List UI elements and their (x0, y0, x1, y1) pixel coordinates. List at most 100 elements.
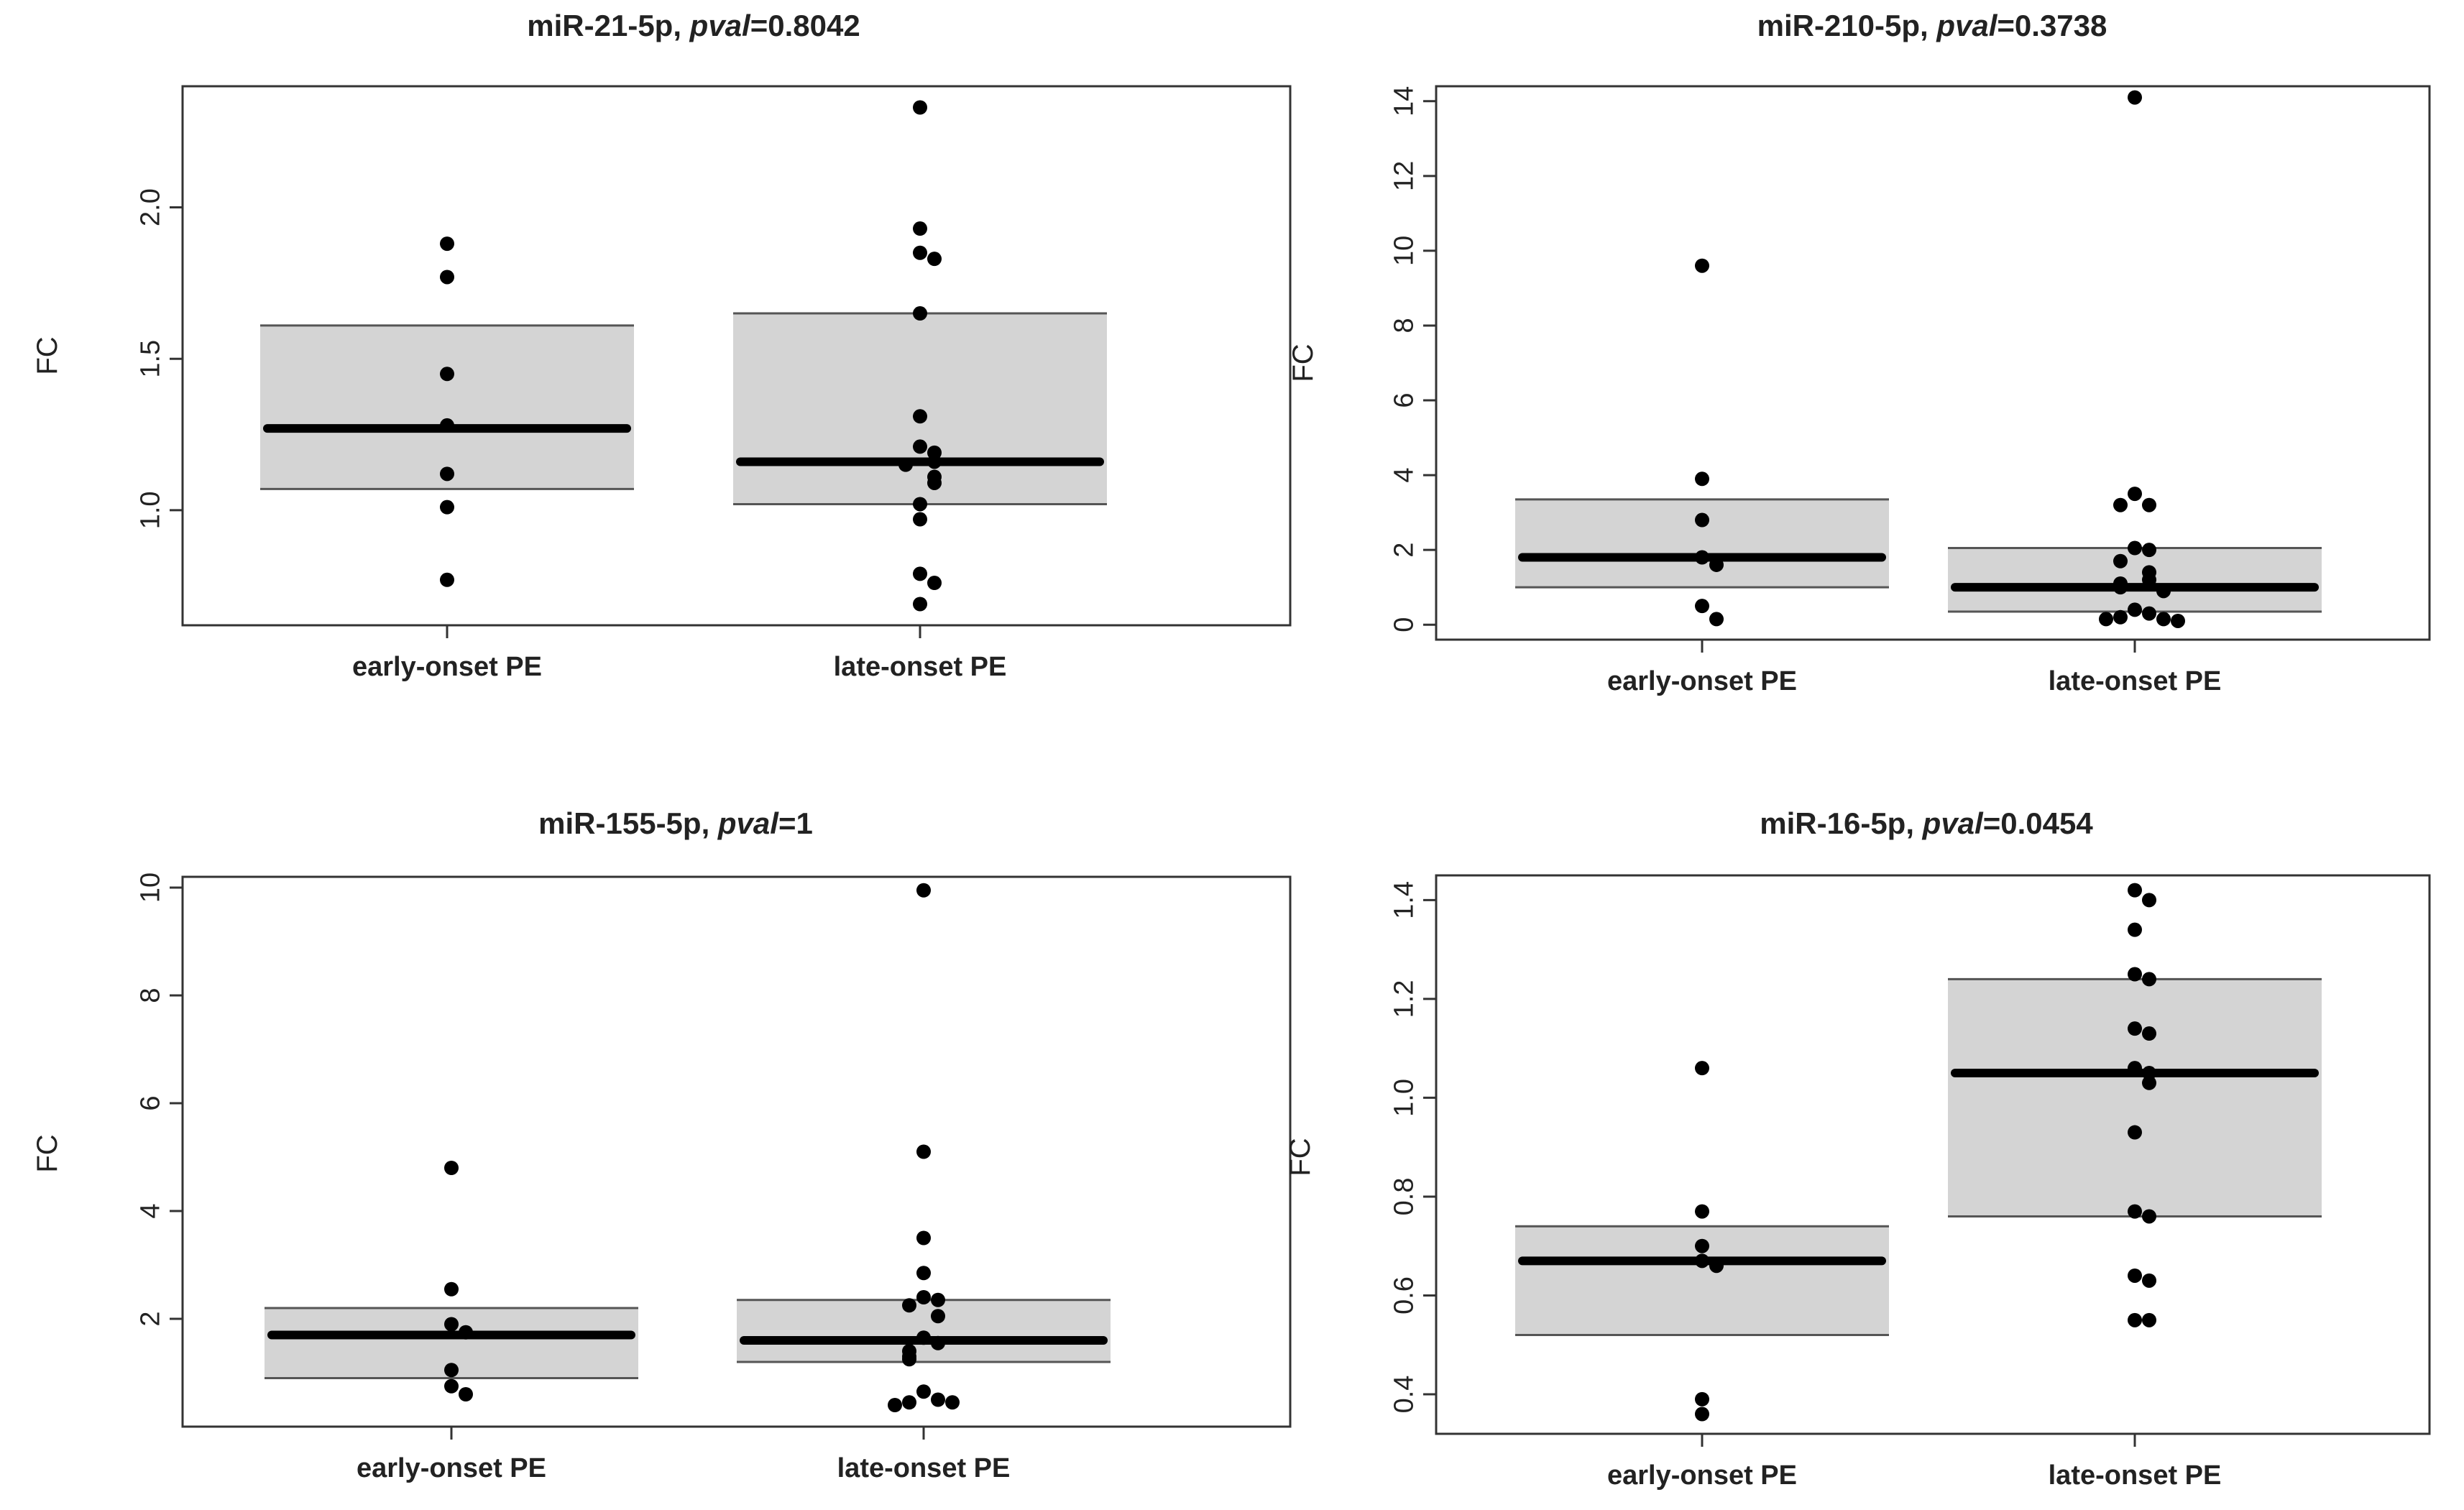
chart-title: miR-16-5p, pval=0.0454 (1760, 806, 2093, 840)
data-point (916, 1144, 931, 1159)
x-category-label: early-onset PE (352, 652, 542, 682)
data-point (2128, 602, 2142, 617)
plot-frame (1435, 874, 2431, 1435)
x-category-label: late-onset PE (2049, 1460, 2222, 1491)
data-point (2128, 922, 2142, 937)
y-axis-label: FC (1287, 344, 1319, 382)
plot-frame (1435, 85, 2431, 641)
data-point (902, 1298, 916, 1313)
data-point (2171, 613, 2185, 628)
data-point (1695, 471, 1709, 487)
data-point (916, 1266, 931, 1281)
data-point (913, 597, 927, 612)
data-point (927, 252, 942, 267)
data-point (916, 883, 931, 898)
data-point (440, 500, 454, 515)
data-point (2128, 967, 2142, 982)
y-tick-label: 10 (1389, 236, 1419, 266)
y-tick-label: 0.6 (1389, 1276, 1419, 1315)
y-tick-label: 1.0 (1389, 1079, 1419, 1117)
data-point (945, 1395, 960, 1410)
plot-frame (181, 875, 1292, 1428)
box-2 (1948, 548, 2322, 612)
data-point (1695, 258, 1709, 273)
data-point (444, 1317, 459, 1332)
data-point (2128, 1312, 2142, 1327)
x-category-label: early-onset PE (357, 1453, 546, 1483)
chart-panel-1: miR-21-5p, pval=0.8042 1.0 1.5 2.0 FC early-o… (32, 9, 1292, 682)
data-point (931, 1292, 945, 1307)
data-point (2142, 1273, 2156, 1288)
data-point (2156, 612, 2171, 627)
box-1 (260, 325, 634, 489)
y-axis-label: FC (32, 1134, 63, 1172)
x-category-label: late-onset PE (837, 1453, 1011, 1483)
data-point (2142, 543, 2156, 558)
data-point (916, 1230, 931, 1246)
data-point (913, 566, 927, 581)
plot-frame (181, 85, 1292, 627)
y-tick-label: 4 (1389, 468, 1419, 483)
y-tick-label: 0.4 (1389, 1376, 1419, 1414)
data-point (440, 236, 454, 252)
y-tick-label: 0 (1389, 617, 1419, 632)
data-point (913, 439, 927, 454)
data-point (2128, 1021, 2142, 1036)
y-tick-label: 1.5 (135, 340, 165, 378)
data-point (931, 1309, 945, 1324)
data-point (2128, 883, 2142, 898)
data-point (440, 367, 454, 382)
data-point (2142, 972, 2156, 987)
data-point (1695, 599, 1709, 614)
y-tick-label: 4 (135, 1203, 165, 1218)
data-point (916, 1384, 931, 1399)
data-point (2128, 540, 2142, 556)
data-point (2128, 1268, 2142, 1283)
data-point (913, 100, 927, 115)
chart-title: miR-210-5p, pval=0.3738 (1757, 9, 2107, 42)
data-point (2099, 612, 2113, 627)
data-point (1695, 1061, 1709, 1076)
y-tick-label: 6 (1389, 392, 1419, 408)
data-point (440, 466, 454, 482)
y-tick-label: 6 (135, 1095, 165, 1110)
data-point (2128, 1125, 2142, 1140)
y-tick-label: 2 (1389, 543, 1419, 558)
x-category-label: early-onset PE (1607, 1460, 1797, 1491)
chart-panel-3: miR-155-5p, pval=1 2 4 6 8 10 FC early-onset PE… (32, 806, 1292, 1483)
y-tick-label: 0.8 (1389, 1178, 1419, 1216)
chart-panel-2: miR-210-5p, pval=0.3738 0 2 4 6 8 10 12 14 FC earl… (1287, 9, 2431, 696)
y-tick-label: 8 (135, 988, 165, 1003)
chart-title: miR-155-5p, pval=1 (538, 806, 813, 840)
x-category-label: late-onset PE (2049, 666, 2222, 696)
data-point (1695, 1391, 1709, 1407)
data-point (902, 1395, 916, 1410)
data-point (2142, 1075, 2156, 1090)
data-point (440, 572, 454, 587)
box-2 (733, 313, 1107, 505)
x-category-label: late-onset PE (834, 652, 1007, 682)
data-point (2142, 497, 2156, 512)
y-tick-label: 2 (135, 1311, 165, 1326)
x-category-label: early-onset PE (1607, 666, 1797, 696)
data-point (2113, 497, 2128, 512)
y-tick-label: 8 (1389, 318, 1419, 333)
y-tick-label: 1.4 (1389, 881, 1419, 919)
data-point (2113, 553, 2128, 568)
box-2 (1948, 979, 2322, 1217)
y-tick-label: 1.2 (1389, 980, 1419, 1018)
y-tick-label: 1.0 (135, 491, 165, 529)
data-point (2142, 1209, 2156, 1224)
data-point (913, 306, 927, 321)
data-point (1695, 512, 1709, 528)
data-point (2142, 606, 2156, 621)
data-point (444, 1161, 459, 1175)
data-point (2128, 90, 2142, 105)
data-point (888, 1398, 902, 1412)
y-axis-label: FC (1284, 1138, 1316, 1176)
data-point (440, 270, 454, 285)
data-point (902, 1352, 916, 1367)
data-point (1695, 1204, 1709, 1219)
data-point (913, 512, 927, 527)
